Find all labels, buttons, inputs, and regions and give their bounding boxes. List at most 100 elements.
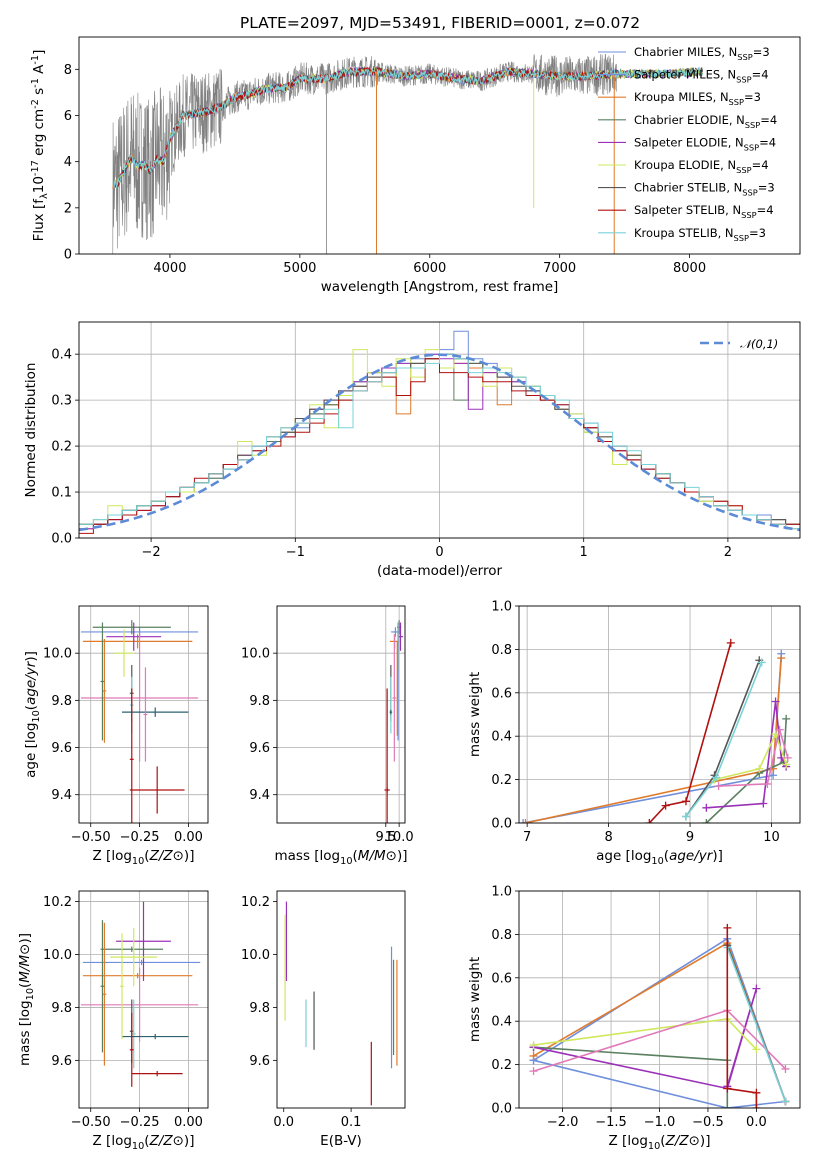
mass-weight-marker [702, 819, 711, 823]
y-tick-label: 0.1 [51, 486, 72, 501]
mass-weight-line [718, 729, 789, 787]
y-tick-label: 0.8 [491, 643, 512, 658]
y-tick-label: 9.6 [51, 741, 72, 756]
mass-weight-marker [763, 779, 772, 788]
mass-weight-marker [529, 1067, 538, 1076]
x-tick-label: 9.5 [375, 830, 396, 845]
y-axis-label: mass [log10(M/M⊙)] [17, 933, 36, 1066]
legend-label: Salpeter ELODIE, NSSP=4 [634, 135, 776, 152]
mass-vs-metallicity-panel: −0.50 −0.25 0.00 9.6 9.8 10.0 10.2 Z [log10(Z/Z… [17, 890, 209, 1152]
y-tick-label: 10.2 [43, 895, 72, 910]
mass-weight-marker [775, 725, 784, 734]
y-tick-label: 10.0 [43, 647, 72, 662]
mass-weight-marker [702, 803, 711, 812]
mass-weight-marker [781, 1064, 790, 1073]
x-axis-label: Z [log10(Z/Z⊙)] [93, 1133, 195, 1152]
observed-spectrum-line [112, 53, 617, 254]
mass-weight-marker [752, 1104, 761, 1108]
y-tick-label: 10.0 [241, 647, 270, 662]
axes-frame [78, 36, 801, 255]
mass-weight-marker [759, 799, 768, 808]
y-tick-label: 9.8 [249, 1001, 270, 1016]
y-axis-label: Normed distribution [23, 363, 39, 498]
plot-area [284, 901, 398, 1106]
x-axis-label: (data-model)/error [377, 563, 503, 579]
y-tick-label: 0.0 [491, 1102, 512, 1117]
mass-weight-marker [777, 654, 786, 663]
x-tick-label: 0.1 [341, 1115, 362, 1130]
axes-frame [78, 605, 209, 824]
gaussian-reference-line [79, 353, 800, 532]
plot-area [79, 330, 800, 538]
y-tick-label: 0.6 [491, 686, 512, 701]
mass-weight-marker [752, 984, 761, 993]
mass-weight-line [533, 1018, 757, 1050]
x-tick-label: −2.0 [547, 1115, 579, 1130]
mass-weight-marker [752, 1088, 761, 1097]
mass-weight-marker [755, 764, 764, 773]
y-tick-label: 9.6 [249, 741, 270, 756]
legend-label: Salpeter STELIB, NSSP=4 [634, 203, 774, 220]
x-tick-label: 0.00 [174, 1115, 203, 1130]
x-tick-label: 1 [580, 545, 588, 560]
plot-area [529, 923, 790, 1108]
y-tick-label: 6 [64, 109, 72, 124]
y-tick-label: 9.6 [51, 1054, 72, 1069]
axes-frame [276, 890, 406, 1109]
x-tick-label: 7000 [543, 261, 576, 276]
y-axis-label: Flux [fλ10-17 erg cm-2 s-1 A-1] [30, 50, 50, 242]
legend-label: Chabrier MILES, NSSP=3 [634, 45, 770, 62]
y-axis-label: mass weight [467, 957, 483, 1042]
mass-weight-marker [757, 658, 766, 667]
y-tick-label: 2 [64, 201, 72, 216]
y-tick-label: 0.4 [491, 1015, 512, 1030]
y-tick-label: 0.4 [51, 348, 72, 363]
legend-label: Kroupa MILES, NSSP=3 [634, 90, 761, 107]
x-tick-label: 8 [604, 830, 612, 845]
age-vs-metallicity-panel: −0.50 −0.25 0.00 9.4 9.6 9.8 10.0 Z [log10(Z/Z⊙… [23, 605, 209, 867]
y-tick-label: 0.2 [51, 440, 72, 455]
mass-weight-marker [529, 1041, 538, 1050]
x-axis-label: E(B-V) [320, 1133, 362, 1149]
x-tick-label: −0.5 [692, 1115, 724, 1130]
mass-weight-vs-metallicity-panel: −2.0 −1.5 −1.0 −0.5 0.0 0.0 0.2 0.4 0.6 0.8 1.0 Z [… [467, 885, 801, 1152]
model-spectrum-line [113, 66, 704, 189]
mass-weight-line [533, 988, 758, 1090]
x-tick-label: 5000 [283, 261, 316, 276]
plot-area [80, 620, 199, 823]
mass-vs-ebv-panel: 0.0 0.1 9.6 9.8 10.0 10.2 E(B-V) [241, 890, 406, 1149]
x-tick-label: 9 [686, 830, 694, 845]
plot-area [112, 53, 704, 254]
mass-weight-marker [521, 819, 530, 823]
y-tick-label: 9.8 [249, 694, 270, 709]
mass-weight-line [685, 662, 763, 817]
mass-weight-marker [782, 714, 791, 723]
legend-label: Kroupa STELIB, NSSP=3 [634, 226, 766, 243]
x-tick-label: −1.5 [595, 1115, 627, 1130]
axes-frame [276, 605, 406, 824]
y-tick-label: 10.2 [241, 895, 270, 910]
x-tick-label: 4000 [153, 261, 186, 276]
x-tick-label: 10 [763, 830, 780, 845]
x-axis-label: wavelength [Angstrom, rest frame] [321, 279, 559, 295]
x-tick-label: −0.25 [120, 830, 160, 845]
histogram-step-line [79, 353, 800, 538]
y-tick-label: 4 [64, 155, 72, 170]
x-tick-label: −2 [142, 545, 161, 560]
x-axis-label: Z [log10(Z/Z⊙)] [93, 848, 195, 867]
y-tick-label: 0.4 [491, 730, 512, 745]
y-tick-label: 9.6 [249, 1054, 270, 1069]
x-tick-label: 0 [435, 545, 443, 560]
mass-weight-marker [661, 801, 670, 810]
y-tick-label: 0.2 [491, 1058, 512, 1073]
y-tick-label: 9.4 [51, 788, 72, 803]
mass-weight-line [726, 927, 758, 1108]
axes-frame [518, 605, 801, 824]
mass-weight-marker [723, 1084, 732, 1093]
mass-weight-marker [645, 819, 654, 823]
y-axis-label: age [log10(age/yr)] [23, 651, 42, 778]
axes-frame [78, 890, 209, 1109]
mass-weight-marker [782, 760, 791, 769]
